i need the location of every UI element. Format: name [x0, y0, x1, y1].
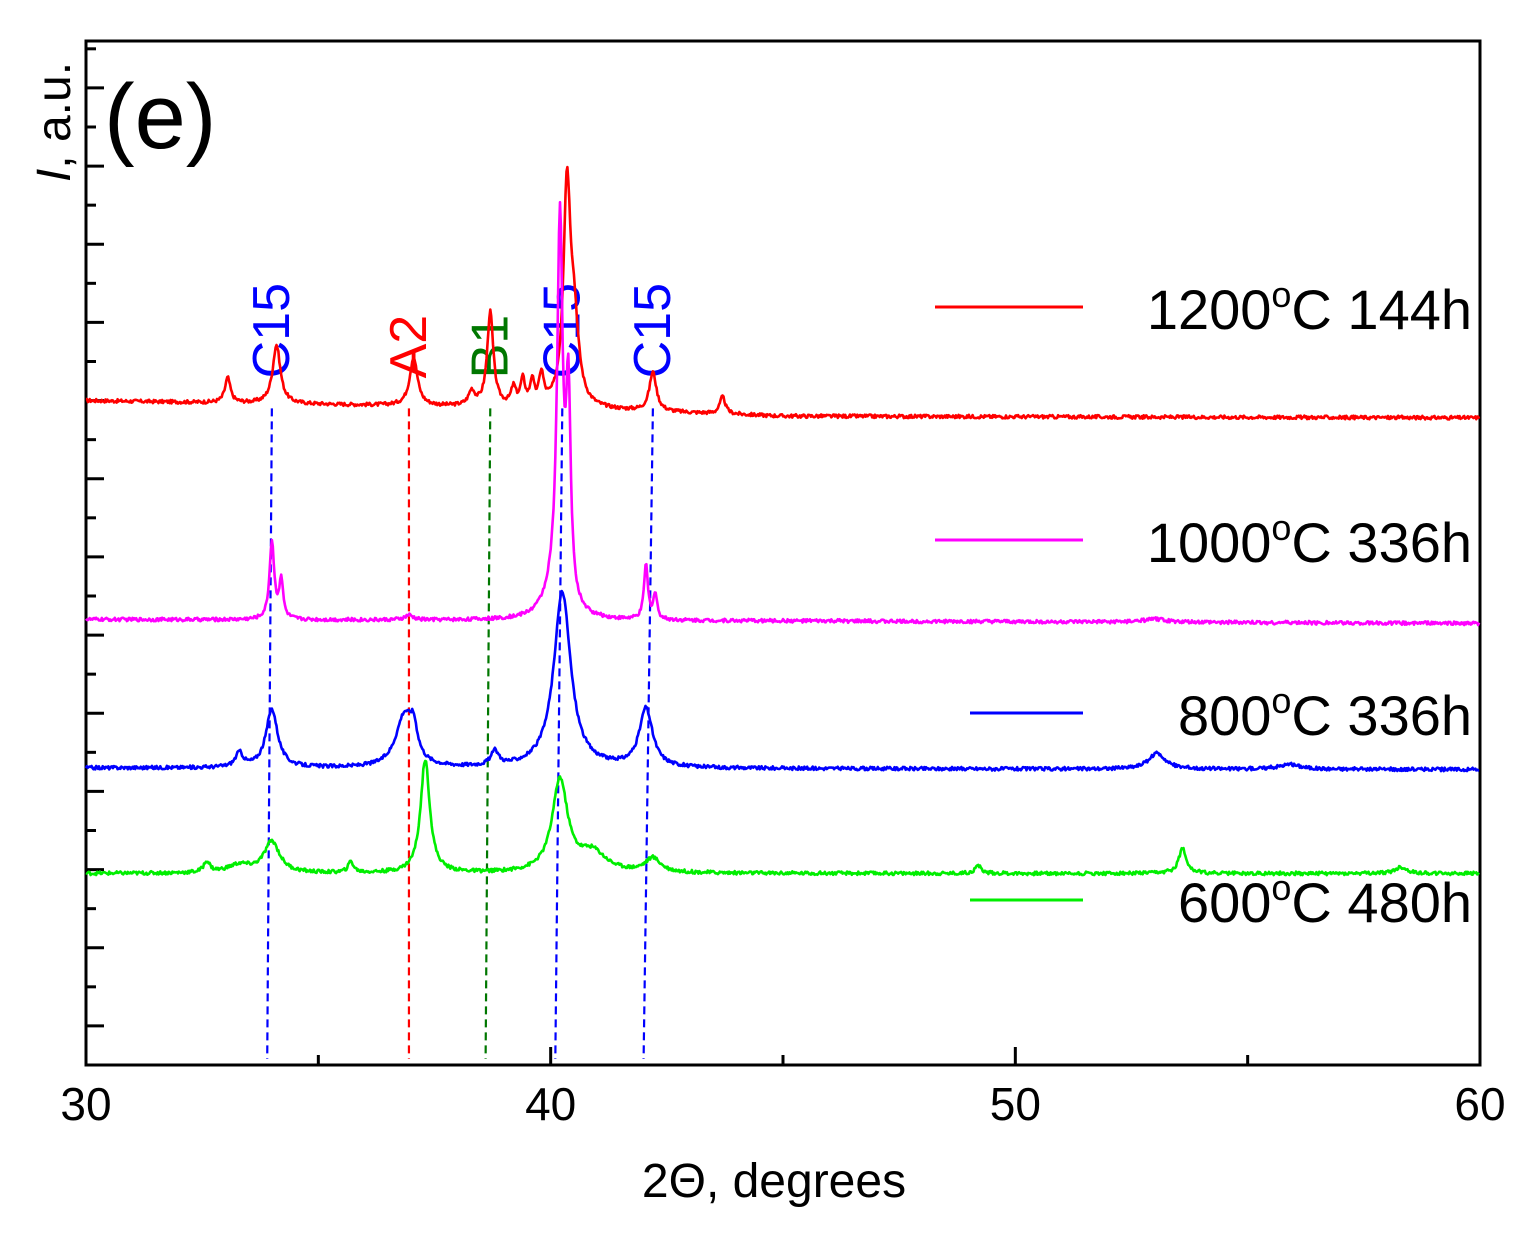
- legend-label-degree: o: [1271, 274, 1291, 315]
- ref-label-a2: A2: [380, 315, 438, 379]
- legend-label-tail: C 144h: [1291, 278, 1472, 341]
- x-tick-label: 40: [525, 1078, 576, 1130]
- legend-label-degree: o: [1271, 867, 1291, 908]
- legend-label: 1200oC 144h: [1147, 274, 1472, 341]
- ref-label-c15: C15: [243, 283, 301, 378]
- x-tick-label: 30: [60, 1078, 111, 1130]
- y-axis-label-italic: I: [28, 169, 81, 182]
- legend-label-main: 800: [1178, 684, 1271, 747]
- series-line: [85, 759, 1480, 877]
- series-line: [84, 200, 1481, 627]
- legend-label-main: 1200: [1147, 278, 1272, 341]
- legend-label: 600oC 480h: [1178, 867, 1472, 934]
- reference-lines: C15 A2 B1 C15 C15: [243, 283, 682, 1060]
- legend-label-main: 1000: [1147, 511, 1272, 574]
- x-axis-ticks: 30 40 50 60: [60, 1047, 1506, 1130]
- legend-label: 1000oC 336h: [1147, 507, 1472, 574]
- legend-label-degree: o: [1271, 507, 1291, 548]
- y-axis-label: I, a.u.: [28, 62, 81, 182]
- ref-label-b1: B1: [461, 315, 519, 379]
- x-tick-label: 60: [1454, 1078, 1505, 1130]
- ref-line-b1: [484, 408, 492, 1060]
- x-axis-label: 2Θ, degrees: [642, 1155, 906, 1208]
- ref-line-c15: [266, 408, 273, 1060]
- y-axis-ticks: [86, 47, 104, 1028]
- ref-label-c15: C15: [624, 283, 682, 378]
- ref-line-c15: [642, 408, 654, 1060]
- legend-label-tail: C 336h: [1291, 511, 1472, 574]
- legend-label-tail: C 336h: [1291, 684, 1472, 747]
- series-line: [84, 589, 1480, 773]
- panel-label: (e): [104, 66, 216, 168]
- series-line: [85, 165, 1481, 421]
- y-axis-label-rest: , a.u.: [28, 62, 81, 169]
- ref-line-c15: [554, 408, 564, 1060]
- x-tick-label: 50: [990, 1078, 1041, 1130]
- legend-label-tail: C 480h: [1291, 871, 1472, 934]
- legend-label-degree: o: [1271, 680, 1291, 721]
- legend-label-main: 600: [1178, 871, 1271, 934]
- series-group: [84, 165, 1481, 877]
- legend-label: 800oC 336h: [1178, 680, 1472, 747]
